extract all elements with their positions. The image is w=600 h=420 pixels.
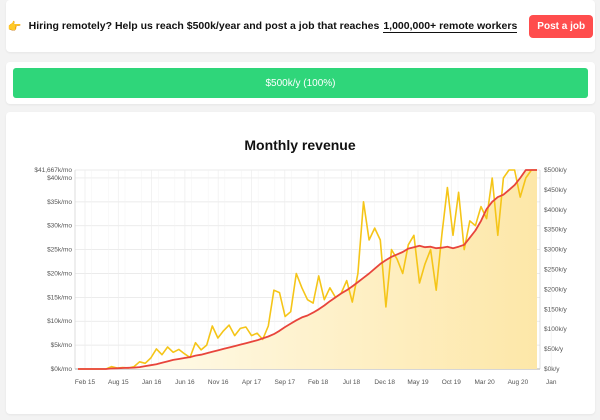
y-left-tick-label: $5k/mo — [51, 342, 73, 349]
y-right-tick-label: $400k/y — [544, 207, 568, 214]
x-tick-label: Mar 20 — [474, 379, 495, 386]
x-tick-label: Jan — [546, 379, 557, 386]
y-left-tick-label: $30k/mo — [47, 223, 72, 230]
y-right-tick-label: $450k/y — [544, 187, 568, 194]
progress-track: $500k/y (100%) — [13, 68, 588, 98]
y-right-tick-label: $150k/y — [544, 306, 568, 313]
x-tick-label: Jan 16 — [142, 379, 162, 386]
hire-row: 👉 Hiring remotely? Help us reach $500k/y… — [6, 0, 595, 52]
hire-banner: 👉 Hiring remotely? Help us reach $500k/y… — [6, 0, 595, 52]
post-a-job-button[interactable]: Post a job — [529, 14, 594, 38]
y-left-top-label: $41,667k/mo — [34, 167, 72, 174]
remote-workers-link[interactable]: 1,000,000+ remote workers — [383, 19, 518, 33]
x-tick-label: May 19 — [407, 379, 429, 386]
y-left-tick-label: $20k/mo — [47, 270, 72, 277]
y-left-tick-label: $10k/mo — [47, 318, 72, 325]
y-right-tick-label: $200k/y — [544, 286, 568, 293]
y-right-tick-label: $500k/y — [544, 167, 568, 174]
y-left-tick-label: $35k/mo — [47, 199, 72, 206]
y-right-tick-label: $50k/y — [544, 346, 564, 353]
y-left-tick-label: $25k/mo — [47, 247, 72, 254]
y-left-tick-label: $15k/mo — [47, 294, 72, 301]
run-rate-line — [78, 169, 537, 370]
x-tick-label: Jul 18 — [343, 379, 361, 386]
y-right-tick-label: $300k/y — [544, 247, 568, 254]
chart-title: Monthly revenue — [244, 137, 356, 153]
x-tick-label: Apr 17 — [242, 379, 262, 386]
x-tick-label: Feb 18 — [308, 379, 329, 386]
x-tick-label: Jun 16 — [175, 379, 195, 386]
y-right-tick-label: $0k/y — [544, 366, 560, 373]
y-right-tick-label: $350k/y — [544, 227, 568, 234]
x-tick-label: Aug 20 — [508, 379, 529, 386]
x-tick-label: Sep 17 — [274, 379, 295, 386]
y-right-tick-label: $100k/y — [544, 326, 568, 333]
x-tick-label: Oct 19 — [442, 379, 462, 386]
progress-card: $500k/y (100%) — [6, 62, 595, 104]
progress-fill — [13, 68, 588, 98]
x-tick-label: Feb 15 — [75, 379, 96, 386]
monthly-revenue-line — [78, 169, 537, 370]
y-right-tick-label: $250k/y — [544, 267, 568, 274]
x-tick-label: Dec 18 — [374, 379, 395, 386]
x-tick-label: Aug 15 — [108, 379, 129, 386]
x-tick-label: Nov 16 — [208, 379, 229, 386]
hire-text: Hiring remotely? Help us reach $500k/yea… — [28, 20, 380, 32]
y-left-tick-label: $40k/mo — [47, 175, 72, 182]
pointing-hand-icon: 👉 — [7, 20, 22, 33]
y-left-tick-label: $0k/mo — [51, 366, 73, 373]
progress-label: $500k/y (100%) — [265, 77, 336, 89]
run-rate-area — [78, 170, 537, 369]
